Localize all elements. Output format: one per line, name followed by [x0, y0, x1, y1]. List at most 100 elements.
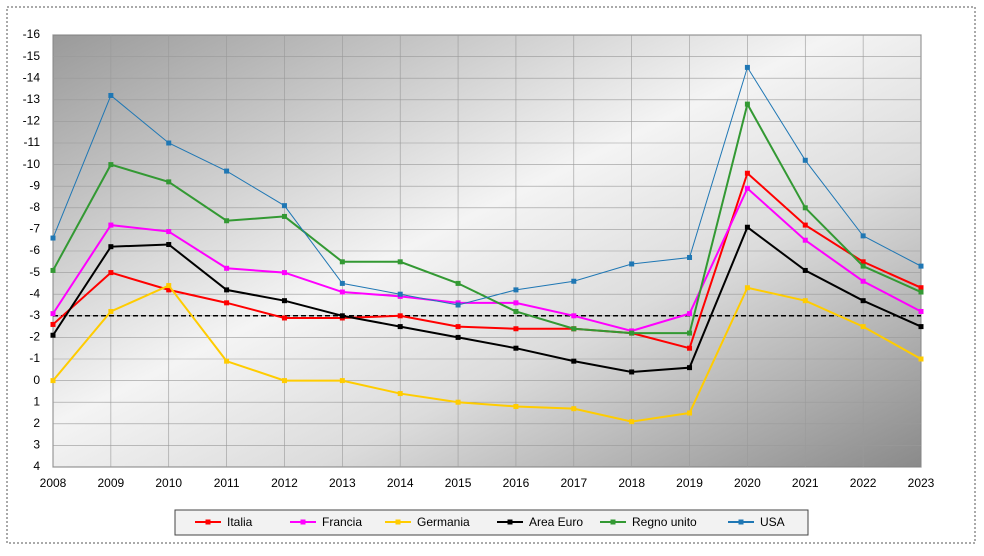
- legend-box: [174, 509, 809, 536]
- data-point: [455, 324, 461, 330]
- y-tick-label: -7: [29, 222, 40, 236]
- data-point: [687, 410, 693, 416]
- y-tick-label: -15: [23, 49, 41, 63]
- data-point: [860, 233, 866, 239]
- data-point: [513, 345, 519, 351]
- data-point: [166, 140, 172, 146]
- legend-label: Regno unito: [632, 515, 697, 529]
- data-point: [339, 289, 345, 295]
- data-point: [687, 254, 693, 260]
- legend-label: Italia: [227, 515, 253, 529]
- x-tick-label: 2014: [387, 476, 414, 490]
- data-point: [397, 291, 403, 297]
- data-point: [339, 280, 345, 286]
- data-point: [744, 101, 750, 107]
- y-tick-label: 1: [33, 394, 40, 408]
- legend-swatch: [507, 519, 513, 525]
- data-point: [281, 298, 287, 304]
- data-point: [224, 265, 230, 271]
- data-point: [108, 92, 114, 98]
- data-point: [50, 311, 56, 317]
- data-point: [571, 406, 577, 412]
- data-point: [224, 168, 230, 174]
- data-point: [50, 321, 56, 327]
- data-point: [108, 162, 114, 168]
- data-point: [108, 222, 114, 228]
- y-tick-label: -1: [29, 351, 40, 365]
- data-point: [50, 267, 56, 273]
- data-point: [166, 242, 172, 248]
- legend-swatch: [610, 519, 616, 525]
- data-point: [281, 203, 287, 209]
- data-point: [166, 283, 172, 289]
- data-point: [687, 311, 693, 317]
- x-tick-label: 2017: [560, 476, 587, 490]
- data-point: [166, 229, 172, 235]
- data-point: [802, 222, 808, 228]
- data-point: [513, 404, 519, 410]
- data-point: [339, 259, 345, 265]
- x-tick-label: 2011: [214, 476, 240, 490]
- y-tick-label: -3: [29, 308, 40, 322]
- data-point: [918, 324, 924, 330]
- y-tick-label: -2: [29, 330, 40, 344]
- data-point: [166, 287, 172, 293]
- data-point: [50, 378, 56, 384]
- data-point: [860, 298, 866, 304]
- data-point: [397, 324, 403, 330]
- data-point: [339, 378, 345, 384]
- y-tick-label: 0: [33, 373, 40, 387]
- data-point: [513, 326, 519, 332]
- data-point: [571, 313, 577, 319]
- data-point: [918, 308, 924, 314]
- data-point: [513, 287, 519, 293]
- x-tick-label: 2020: [734, 476, 761, 490]
- data-point: [744, 185, 750, 191]
- y-tick-label: -8: [29, 200, 40, 214]
- x-tick-label: 2013: [329, 476, 356, 490]
- data-point: [629, 419, 635, 425]
- x-tick-label: 2022: [850, 476, 877, 490]
- series-line: [52, 225, 922, 373]
- y-tick-label: -5: [29, 265, 40, 279]
- y-tick-label: -13: [23, 92, 41, 106]
- data-point: [224, 218, 230, 224]
- data-point: [802, 205, 808, 211]
- x-tick-label: 2021: [792, 476, 819, 490]
- data-point: [339, 313, 345, 319]
- y-tick-label: -14: [23, 70, 41, 84]
- data-point: [108, 270, 114, 276]
- data-point: [918, 263, 924, 269]
- data-point: [108, 308, 114, 314]
- data-point: [455, 334, 461, 340]
- x-tick-label: 2012: [271, 476, 298, 490]
- x-tick-label: 2019: [676, 476, 703, 490]
- data-point: [802, 157, 808, 163]
- data-point: [860, 259, 866, 265]
- x-tick-label: 2009: [98, 476, 125, 490]
- data-point: [166, 179, 172, 185]
- x-tick-label: 2008: [40, 476, 67, 490]
- data-point: [571, 326, 577, 332]
- legend-label: Francia: [322, 515, 362, 529]
- data-point: [802, 237, 808, 243]
- y-tick-label: -9: [29, 178, 40, 192]
- y-tick-label: -6: [29, 243, 40, 257]
- data-point: [571, 358, 577, 364]
- data-point: [224, 300, 230, 306]
- data-point: [224, 287, 230, 293]
- chart-frame: [6, 6, 976, 544]
- data-point: [687, 365, 693, 371]
- series-line: [52, 284, 922, 423]
- y-tick-label: -11: [24, 135, 41, 149]
- data-point: [397, 259, 403, 265]
- data-point: [918, 289, 924, 295]
- y-tick-label: 3: [33, 438, 40, 452]
- data-point: [629, 330, 635, 336]
- data-point: [397, 313, 403, 319]
- legend-swatch: [395, 519, 401, 525]
- data-point: [687, 330, 693, 336]
- data-point: [50, 235, 56, 241]
- legend-label: USA: [760, 515, 785, 529]
- data-point: [281, 315, 287, 321]
